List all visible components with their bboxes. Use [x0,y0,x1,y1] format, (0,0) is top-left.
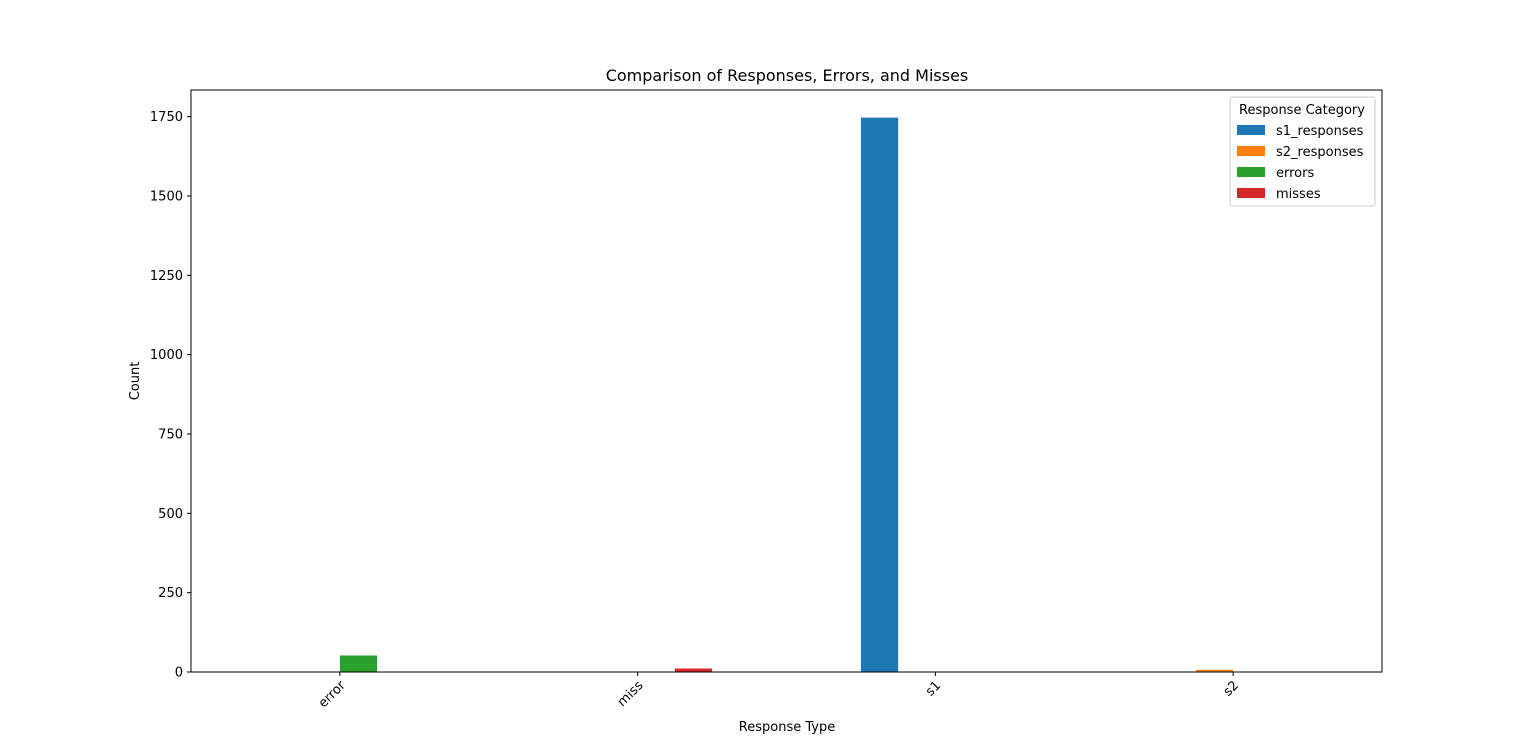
chart-title: Comparison of Responses, Errors, and Mis… [606,66,969,85]
bar-s2_responses-s2 [1195,669,1234,672]
plot-area-frame [190,89,1383,673]
x-axis-label: Response Type [739,720,835,735]
y-tick-label: 1500 [150,189,183,204]
y-tick-label: 250 [158,586,183,601]
legend-title: Response Category [1239,103,1365,118]
bar-s1_responses-s1 [860,117,899,673]
legend: Response Category s1_responses s2_respons… [1229,96,1376,207]
legend-label-s2_responses: s2_responses [1276,145,1364,160]
bar-misses-miss [674,668,713,672]
y-tick-label: 1000 [150,348,183,363]
legend-swatch-errors [1237,167,1265,177]
legend-swatch-s2_responses [1237,146,1265,156]
y-axis-label: Count [128,362,143,401]
bar-errors-error [339,655,378,672]
legend-box [1229,96,1376,207]
legend-swatch-s1_responses [1237,125,1265,135]
bars-group [339,117,1234,673]
y-tick-label: 0 [175,666,183,681]
y-tick-label: 1250 [150,269,183,284]
legend-label-misses: misses [1276,187,1321,202]
y-tick-label: 1750 [150,110,183,125]
legend-label-errors: errors [1276,166,1314,181]
legend-swatch-misses [1237,188,1265,198]
y-axis: 0 250 500 750 1000 1250 1500 1750 [150,110,191,681]
y-tick-label: 750 [158,427,183,442]
legend-label-s1_responses: s1_responses [1276,124,1364,139]
y-tick-label: 500 [158,507,183,522]
